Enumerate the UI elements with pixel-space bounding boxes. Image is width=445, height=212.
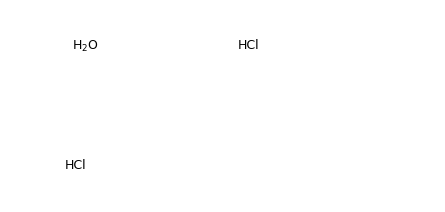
Text: H$_2$O: H$_2$O <box>72 39 99 54</box>
Text: HCl: HCl <box>238 39 259 52</box>
Text: HCl: HCl <box>65 159 86 172</box>
